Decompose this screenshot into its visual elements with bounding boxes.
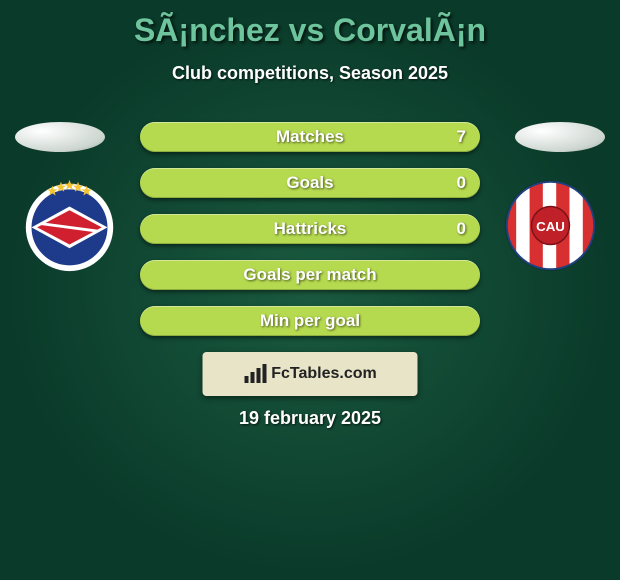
site-logo: FcTables.com: [203, 352, 418, 396]
stat-row: Goals per match: [140, 260, 480, 290]
stat-label: Goals: [140, 168, 480, 198]
stat-value: 7: [457, 122, 466, 152]
page-title: SÃ¡nchez vs CorvalÃ¡n: [0, 0, 620, 49]
comparison-date: 19 february 2025: [0, 408, 620, 429]
bars-icon: [243, 364, 267, 384]
player-right-avatar: [515, 122, 605, 152]
stat-rows: Matches7Goals0Hattricks0Goals per matchM…: [140, 122, 480, 352]
stat-value: 0: [457, 214, 466, 244]
svg-text:CAU: CAU: [536, 219, 565, 234]
stat-row: Matches7: [140, 122, 480, 152]
stat-row: Hattricks0: [140, 214, 480, 244]
subtitle: Club competitions, Season 2025: [0, 63, 620, 84]
stat-label: Matches: [140, 122, 480, 152]
stat-label: Min per goal: [140, 306, 480, 336]
player-left-avatar: [15, 122, 105, 152]
site-logo-text: FcTables.com: [271, 365, 377, 383]
stat-row: Min per goal: [140, 306, 480, 336]
stat-label: Goals per match: [140, 260, 480, 290]
stat-value: 0: [457, 168, 466, 198]
stat-row: Goals0: [140, 168, 480, 198]
stat-label: Hattricks: [140, 214, 480, 244]
team-badge-right: CAU: [503, 178, 598, 273]
team-badge-left: [22, 178, 117, 273]
